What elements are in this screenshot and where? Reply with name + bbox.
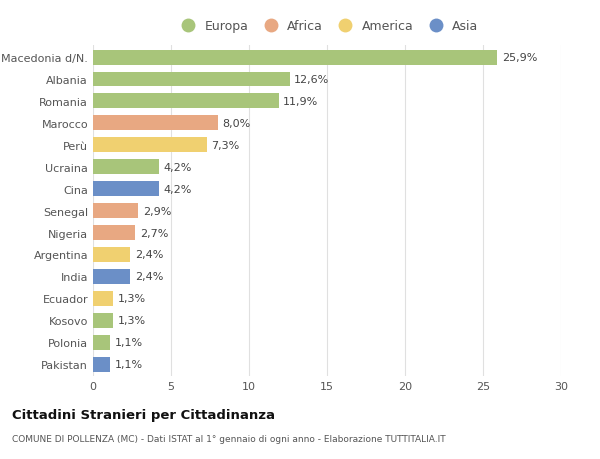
Text: 1,3%: 1,3% [118,294,146,304]
Bar [93,225,135,241]
Bar [93,269,130,284]
Bar [93,160,158,175]
Text: 1,1%: 1,1% [115,359,143,369]
Bar [93,116,218,131]
Legend: Europa, Africa, America, Asia: Europa, Africa, America, Asia [176,20,478,33]
Text: COMUNE DI POLLENZA (MC) - Dati ISTAT al 1° gennaio di ogni anno - Elaborazione T: COMUNE DI POLLENZA (MC) - Dati ISTAT al … [12,434,446,443]
Text: Cittadini Stranieri per Cittadinanza: Cittadini Stranieri per Cittadinanza [12,409,275,421]
Bar [93,73,290,87]
Text: 2,4%: 2,4% [135,250,163,260]
Bar [93,335,110,350]
Text: 1,1%: 1,1% [115,337,143,347]
Bar [93,50,497,65]
Text: 11,9%: 11,9% [283,97,319,106]
Bar [93,94,278,109]
Text: 4,2%: 4,2% [163,162,191,173]
Bar [93,182,158,197]
Text: 12,6%: 12,6% [294,75,329,85]
Bar [93,291,113,306]
Bar [93,357,110,372]
Text: 1,3%: 1,3% [118,316,146,325]
Text: 2,4%: 2,4% [135,272,163,282]
Bar [93,138,207,153]
Text: 25,9%: 25,9% [502,53,537,63]
Text: 4,2%: 4,2% [163,184,191,194]
Bar [93,204,138,218]
Bar [93,313,113,328]
Text: 8,0%: 8,0% [223,118,251,129]
Text: 2,9%: 2,9% [143,206,171,216]
Text: 7,3%: 7,3% [212,140,240,151]
Bar [93,247,130,263]
Text: 2,7%: 2,7% [140,228,168,238]
